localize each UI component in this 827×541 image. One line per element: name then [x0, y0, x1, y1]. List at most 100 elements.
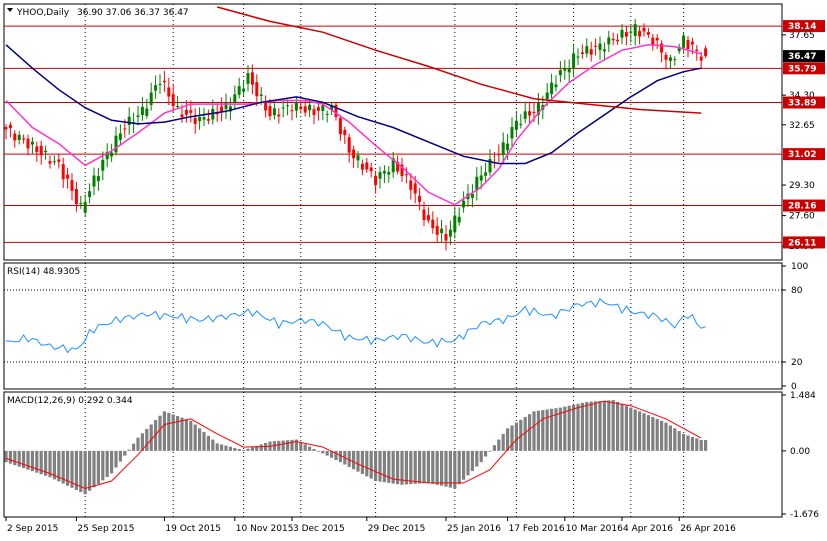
macd-histogram-bar: [523, 416, 527, 451]
macd-histogram-bar: [638, 411, 642, 451]
macd-histogram-bar: [673, 428, 677, 451]
candle-body: [286, 105, 290, 107]
candle-body: [497, 154, 501, 156]
macd-histogram-bar: [466, 450, 470, 476]
x-tick-label: 17 Feb 2016: [509, 524, 565, 534]
macd-histogram-bar: [180, 417, 184, 451]
macd-histogram-bar: [550, 408, 554, 451]
macd-histogram-bar: [259, 444, 263, 451]
macd-histogram-bar: [352, 450, 356, 470]
macd-histogram-bar: [22, 450, 26, 469]
candle-body: [682, 35, 686, 48]
candle-body: [347, 137, 351, 153]
candle-body: [585, 46, 589, 54]
macd-histogram-bar: [497, 439, 501, 451]
macd-histogram-bar: [66, 450, 70, 486]
macd-histogram-bar: [374, 450, 378, 482]
candle-body: [453, 215, 457, 233]
candle-body: [572, 53, 576, 68]
candle-body: [532, 111, 536, 113]
macd-histogram-bar: [528, 414, 532, 451]
macd-histogram-bar: [369, 450, 373, 479]
candle-body: [13, 133, 17, 141]
candle-body: [259, 94, 263, 96]
macd-histogram-bar: [246, 448, 250, 451]
moving-average-fast: [5, 44, 702, 206]
macd-histogram-bar: [334, 450, 338, 460]
x-tick-label: 26 Apr 2016: [680, 524, 736, 534]
macd-histogram-bar: [488, 450, 492, 452]
macd-histogram-bar: [409, 450, 413, 485]
candle-body: [616, 39, 620, 42]
macd-histogram-bar: [132, 443, 136, 451]
macd-histogram-bar: [541, 410, 545, 451]
last-price-label: 36.47: [788, 52, 816, 62]
macd-histogram-bar: [330, 450, 334, 458]
candle-body: [127, 116, 131, 125]
candle-body: [140, 106, 144, 115]
candle-body: [528, 111, 532, 116]
candle-body: [22, 138, 26, 140]
macd-histogram-bar: [677, 431, 681, 451]
candle-body: [545, 92, 549, 100]
macd-histogram-bar: [220, 444, 224, 451]
candle-body: [198, 116, 202, 122]
macd-histogram-bar: [184, 419, 188, 451]
macd-histogram-bar: [492, 445, 496, 451]
macd-histogram-bar: [572, 404, 576, 451]
candle-body: [264, 102, 268, 111]
macd-histogram-bar: [413, 450, 417, 484]
x-tick-label: 29 Dec 2015: [368, 524, 426, 534]
macd-histogram-bar: [308, 446, 312, 451]
macd-histogram-bar: [347, 450, 351, 467]
candle-body: [448, 229, 452, 237]
level-tag-label: 31.02: [788, 150, 816, 160]
candle-body: [52, 161, 56, 163]
candle-body: [211, 108, 215, 120]
candle-body: [61, 164, 65, 180]
macd-histogram-bar: [61, 450, 65, 484]
macd-histogram-bar: [325, 450, 329, 456]
candle-body: [206, 119, 210, 121]
candle-body: [413, 183, 417, 194]
macd-histogram-bar: [462, 450, 466, 480]
candle-body: [325, 113, 329, 115]
candle-body: [536, 102, 540, 115]
macd-histogram-bar: [475, 450, 479, 467]
macd-histogram-bar: [479, 450, 483, 463]
candle-body: [479, 175, 483, 181]
candle-body: [303, 106, 307, 113]
candle-body: [250, 72, 254, 85]
macd-histogram-bar: [83, 450, 87, 495]
candle-body: [704, 48, 708, 57]
candle-body: [646, 32, 650, 35]
candle-body: [96, 176, 100, 181]
candle-body: [316, 107, 320, 111]
macd-histogram-bar: [532, 411, 536, 451]
macd-histogram-bar: [435, 450, 439, 485]
macd-histogram-bar: [255, 445, 259, 451]
candle-body: [404, 174, 408, 176]
macd-histogram-bar: [110, 450, 114, 474]
candle-body: [655, 37, 659, 41]
candle-body: [629, 31, 633, 33]
candle-body: [57, 159, 61, 162]
macd-histogram-bar: [506, 428, 510, 451]
candle-body: [409, 180, 413, 190]
candle-body: [554, 84, 558, 88]
macd-histogram-bar: [149, 424, 153, 451]
x-tick-label: 10 Mar 2016: [566, 524, 623, 534]
macd-histogram-bar: [228, 446, 232, 451]
macd-histogram-bar: [8, 450, 12, 464]
candle-body: [176, 105, 180, 107]
macd-histogram-bar: [290, 439, 294, 451]
candle-body: [506, 143, 510, 151]
macd-histogram-bar: [74, 450, 78, 490]
macd-histogram-bar: [39, 450, 43, 475]
macd-histogram-bar: [440, 450, 444, 486]
candle-body: [514, 120, 518, 130]
candle-body: [154, 85, 158, 91]
candle-body: [39, 145, 43, 156]
candle-body: [70, 180, 74, 191]
